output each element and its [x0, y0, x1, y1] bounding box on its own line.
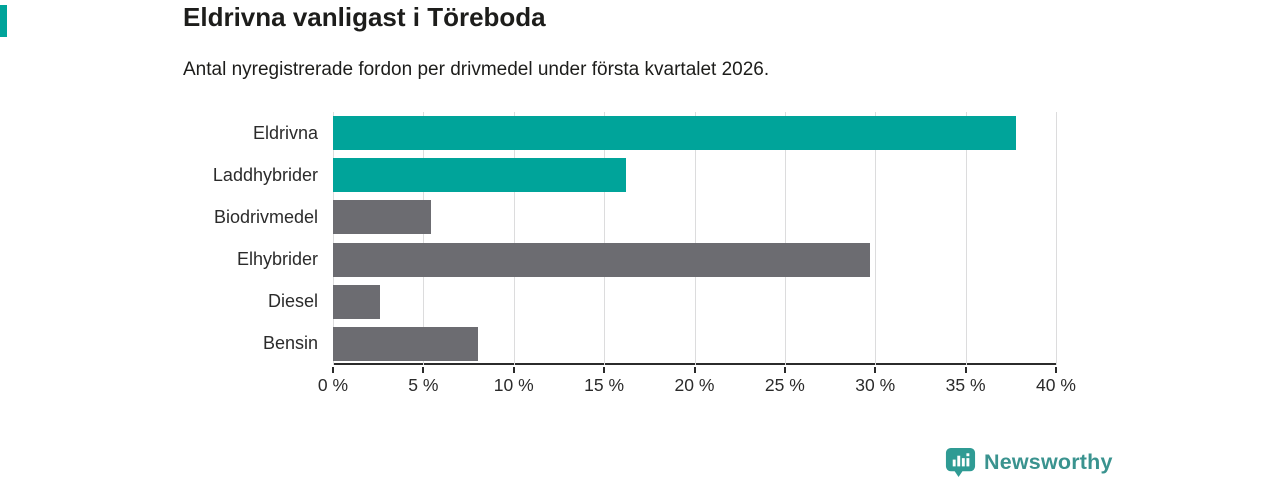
- bar-bensin: [333, 326, 478, 361]
- gridline: [604, 112, 606, 365]
- gridline: [1056, 112, 1057, 365]
- bar-elhybrider: [333, 242, 870, 277]
- gridline: [784, 112, 786, 365]
- axis-tick: [874, 367, 877, 373]
- axis-tick: [332, 367, 334, 373]
- category-label: Elhybrider: [236, 249, 318, 270]
- axis-tick: [422, 367, 425, 373]
- axis-tick-label: 15 %: [584, 375, 625, 395]
- bar-eldrivna: [333, 116, 1017, 151]
- gridline: [513, 112, 515, 365]
- newsworthy-logo: Newsworthy: [944, 445, 1113, 479]
- chart-title: Eldrivna vanligast i Töreboda: [183, 2, 546, 32]
- plot-area: [333, 112, 1057, 365]
- axis-tick-label: 10 %: [493, 375, 534, 395]
- category-label: Bensin: [262, 333, 318, 354]
- axis-tick-label: 30 %: [855, 375, 896, 395]
- axis-tick-label: 20 %: [674, 375, 715, 395]
- axis-tick-label: 40 %: [1036, 375, 1076, 395]
- gridline: [694, 112, 696, 365]
- gridline: [875, 112, 877, 365]
- chart-subtitle: Antal nyregistrerade fordon per drivmede…: [183, 59, 770, 80]
- category-label: Eldrivna: [252, 122, 318, 143]
- category-label: Biodrivmedel: [213, 206, 318, 227]
- category-label: Diesel: [267, 291, 318, 312]
- bar-diesel: [333, 284, 380, 319]
- gridline: [423, 112, 425, 365]
- bar-biodrivmedel: [333, 200, 431, 235]
- gridline: [965, 112, 967, 365]
- gridline: [333, 112, 334, 365]
- axis-tick: [964, 367, 967, 373]
- newsworthy-logo-text: Newsworthy: [984, 449, 1113, 474]
- category-labels: Eldrivna Laddhybrider Biodrivmedel Elhybrid…: [0, 112, 318, 365]
- accent-strip: [0, 5, 7, 37]
- axis-tick-label: 25 %: [764, 375, 805, 395]
- axis-tick: [1055, 367, 1057, 373]
- axis-tick: [693, 367, 696, 373]
- axis-tick: [603, 367, 606, 373]
- newsworthy-logo-icon: [945, 447, 976, 477]
- axis-tick-label: 5 %: [408, 375, 439, 395]
- axis-tick: [512, 367, 515, 373]
- category-label: Laddhybrider: [212, 164, 318, 185]
- axis-tick: [783, 367, 786, 373]
- axis-tick-label: 35 %: [945, 375, 986, 395]
- x-axis: 0 % 5 % 10 % 15 % 20 % 25 % 30 % 35 % 40 %: [0, 365, 1150, 405]
- bar-laddhybrider: [333, 158, 626, 193]
- bar-chart: Eldrivna Laddhybrider Biodrivmedel Elhybrid…: [0, 112, 1060, 365]
- axis-tick-label: 0 %: [317, 375, 349, 395]
